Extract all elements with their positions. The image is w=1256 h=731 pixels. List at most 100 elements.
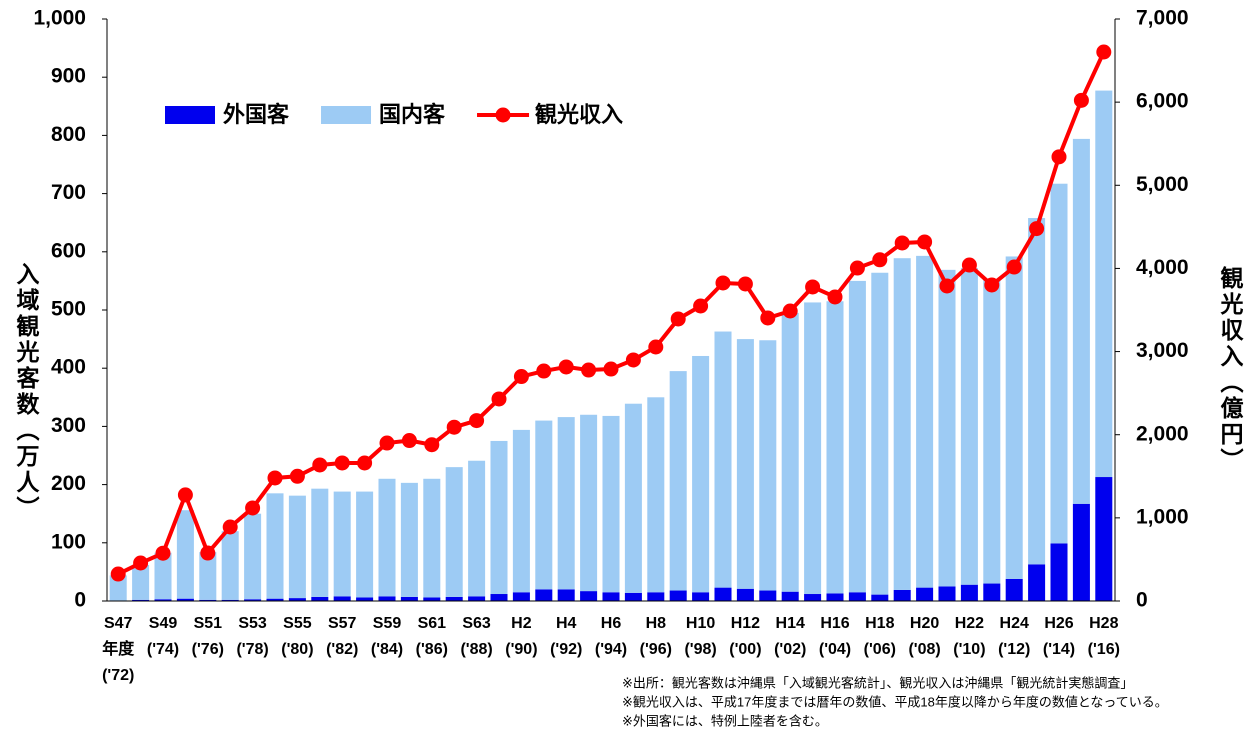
- line-marker: [513, 369, 529, 385]
- x-tick-label: H20 ('08): [908, 615, 940, 658]
- x-tick-label: H10 ('98): [684, 615, 716, 658]
- line-marker: [424, 437, 440, 453]
- bar: [781, 312, 799, 592]
- bar: [288, 598, 306, 601]
- bar: [781, 591, 799, 601]
- note: ※外国客には、特例上陸者を含む。: [622, 713, 828, 728]
- x-tick-label: S49 ('74): [147, 615, 179, 658]
- bar: [400, 482, 418, 597]
- bar: [714, 331, 732, 588]
- legend-label: 国内客: [379, 102, 446, 127]
- bar: [132, 564, 150, 600]
- line-marker: [177, 487, 193, 503]
- y2-tick-label: 3,000: [1136, 339, 1189, 362]
- x-tick-label: S47 年度('72): [102, 615, 135, 684]
- bar: [916, 255, 934, 588]
- bar: [176, 510, 194, 599]
- bar: [199, 599, 217, 601]
- x-tick-label: S57 ('82): [326, 615, 358, 658]
- bar: [624, 592, 642, 601]
- line-marker: [222, 519, 238, 535]
- line-marker: [200, 545, 216, 561]
- bar: [692, 355, 710, 593]
- bar: [692, 592, 710, 601]
- line-marker: [894, 235, 910, 251]
- bar: [580, 591, 598, 601]
- y-tick-label: 200: [51, 472, 86, 495]
- bar: [647, 592, 665, 601]
- x-tick-label: H6 ('94): [595, 615, 627, 658]
- line-marker: [805, 279, 821, 295]
- line-marker: [446, 419, 462, 435]
- bar: [848, 592, 866, 601]
- bar: [333, 596, 351, 601]
- bar: [445, 596, 463, 601]
- bar: [983, 583, 1001, 601]
- bar: [804, 594, 822, 601]
- bar: [154, 599, 172, 601]
- bar: [1050, 543, 1068, 601]
- x-tick-label: H12 ('00): [729, 615, 761, 658]
- x-tick-label: S59 ('84): [371, 615, 403, 658]
- bar: [714, 587, 732, 601]
- line-marker: [1073, 92, 1089, 108]
- line-marker: [558, 359, 574, 375]
- line-marker: [289, 468, 305, 484]
- line-marker: [469, 413, 485, 429]
- bar: [759, 340, 777, 591]
- line-marker: [155, 545, 171, 561]
- bar: [1072, 503, 1090, 601]
- bar: [826, 301, 844, 594]
- x-tick-label: H22 ('10): [953, 615, 985, 658]
- line-marker: [536, 363, 552, 379]
- line-marker: [110, 566, 126, 582]
- y-axis-title: 入域観光客数（万人）: [13, 262, 39, 522]
- line-marker: [379, 435, 395, 451]
- bar: [535, 420, 553, 590]
- bar: [468, 596, 486, 601]
- note: ※観光収入は、平成17年度までは暦年の数値、平成18年度以降から年度の数値となっ…: [622, 694, 1168, 709]
- x-tick-label: S55 ('80): [281, 615, 313, 658]
- bar: [1028, 564, 1046, 601]
- line-marker: [648, 339, 664, 355]
- bar: [602, 592, 620, 601]
- line-marker: [312, 457, 328, 473]
- line-marker: [961, 257, 977, 273]
- bar: [916, 587, 934, 601]
- bar: [490, 594, 508, 601]
- x-tick-label: H24 ('12): [998, 615, 1030, 658]
- bar: [871, 272, 889, 595]
- line-marker: [491, 391, 507, 407]
- line-marker: [827, 289, 843, 305]
- bar: [1095, 477, 1113, 601]
- bar: [311, 488, 329, 597]
- y-tick-label: 700: [51, 181, 86, 204]
- x-tick-label: S53 ('78): [236, 615, 268, 658]
- line-marker: [737, 276, 753, 292]
- bar: [132, 599, 150, 601]
- bar: [333, 491, 351, 597]
- line-marker: [1051, 149, 1067, 165]
- bar: [378, 478, 396, 597]
- bar: [1005, 578, 1023, 601]
- bar: [759, 590, 777, 601]
- bar: [647, 397, 665, 593]
- bar: [557, 417, 575, 590]
- legend-swatch: [321, 106, 372, 124]
- bar: [983, 279, 1001, 584]
- bar: [736, 588, 754, 601]
- line-marker: [917, 234, 933, 250]
- bar: [669, 371, 687, 591]
- x-tick-label: H8 ('96): [640, 615, 672, 658]
- x-tick-label: H18 ('06): [864, 615, 896, 658]
- line-marker: [1029, 221, 1045, 237]
- bar: [445, 467, 463, 597]
- bar: [624, 403, 642, 593]
- y-tick-label: 900: [51, 65, 86, 88]
- line-marker: [401, 433, 417, 449]
- line-marker: [334, 455, 350, 471]
- bar: [176, 598, 194, 601]
- line-marker: [267, 470, 283, 486]
- x-tick-label: H26 ('14): [1043, 615, 1075, 658]
